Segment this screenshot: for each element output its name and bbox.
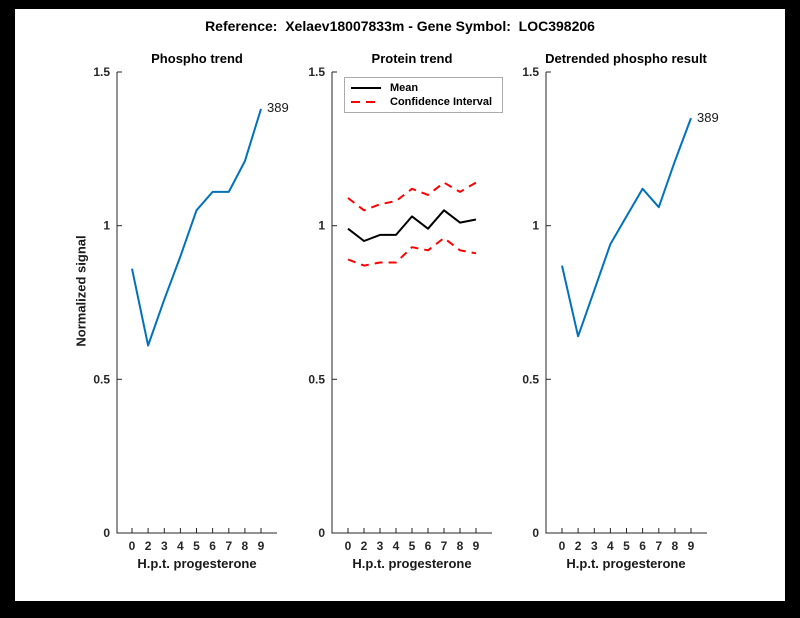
x-tick-label: 6 [209,539,216,553]
annotation-389-detrended: 389 [697,110,719,125]
x-tick-label: 2 [145,539,152,553]
subplot-detrended-axes: 00.511.50 2 3 4 5 6 7 8 9 [522,65,707,553]
y-tick-label: 1 [103,219,110,233]
x-tick-label: 7 [225,539,232,553]
x-tick-label: 4 [393,539,400,553]
axis-lines [116,72,277,534]
legend-entry-mean: Mean [351,82,496,94]
y-tick-label: 1 [318,219,325,233]
confidence-interval-lower-line [347,237,477,267]
x-tick-label: 5 [623,539,630,553]
x-tick-label: 8 [457,539,464,553]
subplot-phospho-axes: 00.511.50 2 3 4 5 6 7 8 9 [93,65,277,553]
x-tick-label: 8 [672,539,679,553]
x-tick-label: 6 [639,539,646,553]
annotation-389-phospho: 389 [267,100,289,115]
axis-lines [331,72,492,534]
x-tick-label: 0 [559,539,566,553]
x-tick-label: 8 [242,539,249,553]
x-tick-label: 9 [688,539,695,553]
subplot-protein-title: Protein trend [371,51,453,66]
x-tick-label: 0 [345,539,352,553]
protein-mean-line [347,209,477,242]
x-tick-label: 3 [591,539,598,553]
x-tick-label: 2 [575,539,582,553]
y-tick-label: 1.5 [522,65,539,79]
x-tick-label: 6 [425,539,432,553]
phospho-signal-line [131,108,262,347]
legend-ci-dashed-line-icon [351,101,381,103]
y-tick-label: 1.5 [308,65,325,79]
detrended-phospho-signal-line [561,117,692,338]
y-tick-label: 0 [318,526,325,540]
y-tick-label: 0.5 [93,372,110,386]
subplot-protein-axes: 00.511.50 2 3 4 5 6 7 8 9 [308,65,492,553]
legend-mean-line-icon [351,87,381,89]
x-tick-label: 3 [377,539,384,553]
protein-trend-legend: Mean Confidence Interval [344,77,503,113]
x-tick-label: 0 [129,539,136,553]
y-tick-label: 0 [532,526,539,540]
x-tick-label: 7 [441,539,448,553]
legend-ci-label: Confidence Interval [390,96,493,108]
subplot-detrended-xlabel: H.p.t. progesterone [566,556,686,571]
subplot-phospho-title: Phospho trend [151,51,243,66]
y-tick-label: 0.5 [522,372,539,386]
x-tick-label: 4 [607,539,614,553]
x-tick-label: 2 [361,539,368,553]
figure-title: Reference: Xelaev18007833m - Gene Symbol… [205,18,595,34]
x-tick-label: 3 [161,539,168,553]
x-tick-label: 4 [177,539,184,553]
subplot-detrended-title: Detrended phospho result [545,51,707,66]
y-tick-label: 0.5 [308,372,325,386]
y-tick-label: 0 [103,526,110,540]
x-tick-label: 7 [655,539,662,553]
legend-entry-confidence-interval: Confidence Interval [351,96,496,108]
confidence-interval-upper-line [347,181,477,212]
x-tick-label: 9 [258,539,265,553]
x-tick-label: 5 [409,539,416,553]
subplot-phospho-xlabel: H.p.t. progesterone [137,556,257,571]
y-tick-label: 1.5 [93,65,110,79]
legend-mean-label: Mean [390,82,419,94]
y-tick-label: 1 [532,219,539,233]
subplot-protein-xlabel: H.p.t. progesterone [352,556,472,571]
x-tick-label: 9 [473,539,480,553]
x-tick-label: 5 [193,539,200,553]
